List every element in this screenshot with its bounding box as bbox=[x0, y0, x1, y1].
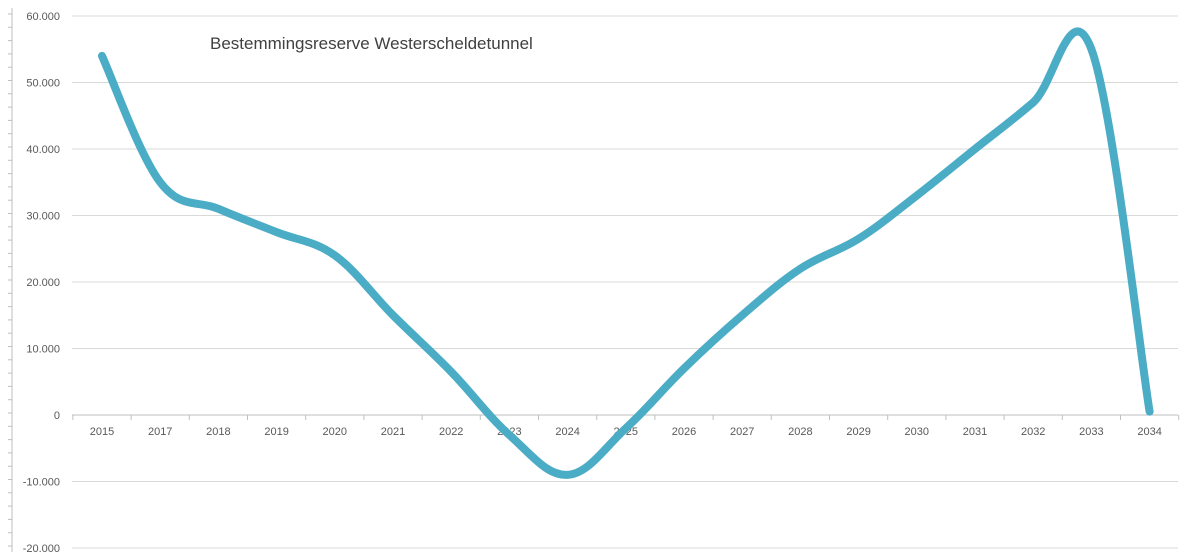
gridlines bbox=[72, 15, 1178, 549]
y-tick-label: 60.000 bbox=[26, 11, 60, 23]
x-tick-label: 2031 bbox=[963, 426, 987, 438]
y-tick-label: 30.000 bbox=[26, 211, 60, 223]
x-tick-label: 2030 bbox=[905, 426, 929, 438]
y-tick-label: 10.000 bbox=[26, 344, 60, 356]
x-tick-label: 2027 bbox=[730, 426, 754, 438]
x-tick-label: 2032 bbox=[1021, 426, 1045, 438]
x-tick-label: 2015 bbox=[90, 426, 114, 438]
chart-title: Bestemmingsreserve Westerscheldetunnel bbox=[210, 34, 533, 53]
x-tick-label: 2019 bbox=[264, 426, 288, 438]
y-tick-label: 0 bbox=[54, 410, 60, 422]
axes bbox=[8, 8, 1180, 552]
x-tick-label: 2021 bbox=[381, 426, 405, 438]
x-tick-label: 2024 bbox=[555, 426, 579, 438]
x-tick-label: 2020 bbox=[323, 426, 347, 438]
x-tick-label: 2033 bbox=[1079, 426, 1103, 438]
y-tick-label: 50.000 bbox=[26, 78, 60, 90]
y-axis-ticks: 60.000 50.000 40.000 30.000 20.000 10.000 0 -10… bbox=[23, 11, 60, 554]
y-tick-label: -10.000 bbox=[23, 477, 60, 489]
x-tick-label: 2018 bbox=[206, 426, 230, 438]
x-tick-label: 2029 bbox=[846, 426, 870, 438]
series-lines bbox=[98, 27, 1154, 479]
x-tick-label: 2022 bbox=[439, 426, 463, 438]
series-line bbox=[98, 27, 1154, 479]
x-tick-label: 2026 bbox=[672, 426, 696, 438]
y-tick-label: 20.000 bbox=[26, 277, 60, 289]
x-tick-label: 2028 bbox=[788, 426, 812, 438]
x-axis-ticks: 2015 2017 2018 2019 2020 2021 2022 2023 2024 2025… bbox=[90, 426, 1162, 438]
x-tick-label: 2017 bbox=[148, 426, 172, 438]
x-tick-label: 2034 bbox=[1137, 426, 1161, 438]
y-tick-label: 40.000 bbox=[26, 144, 60, 156]
y-tick-label: -20.000 bbox=[23, 543, 60, 554]
